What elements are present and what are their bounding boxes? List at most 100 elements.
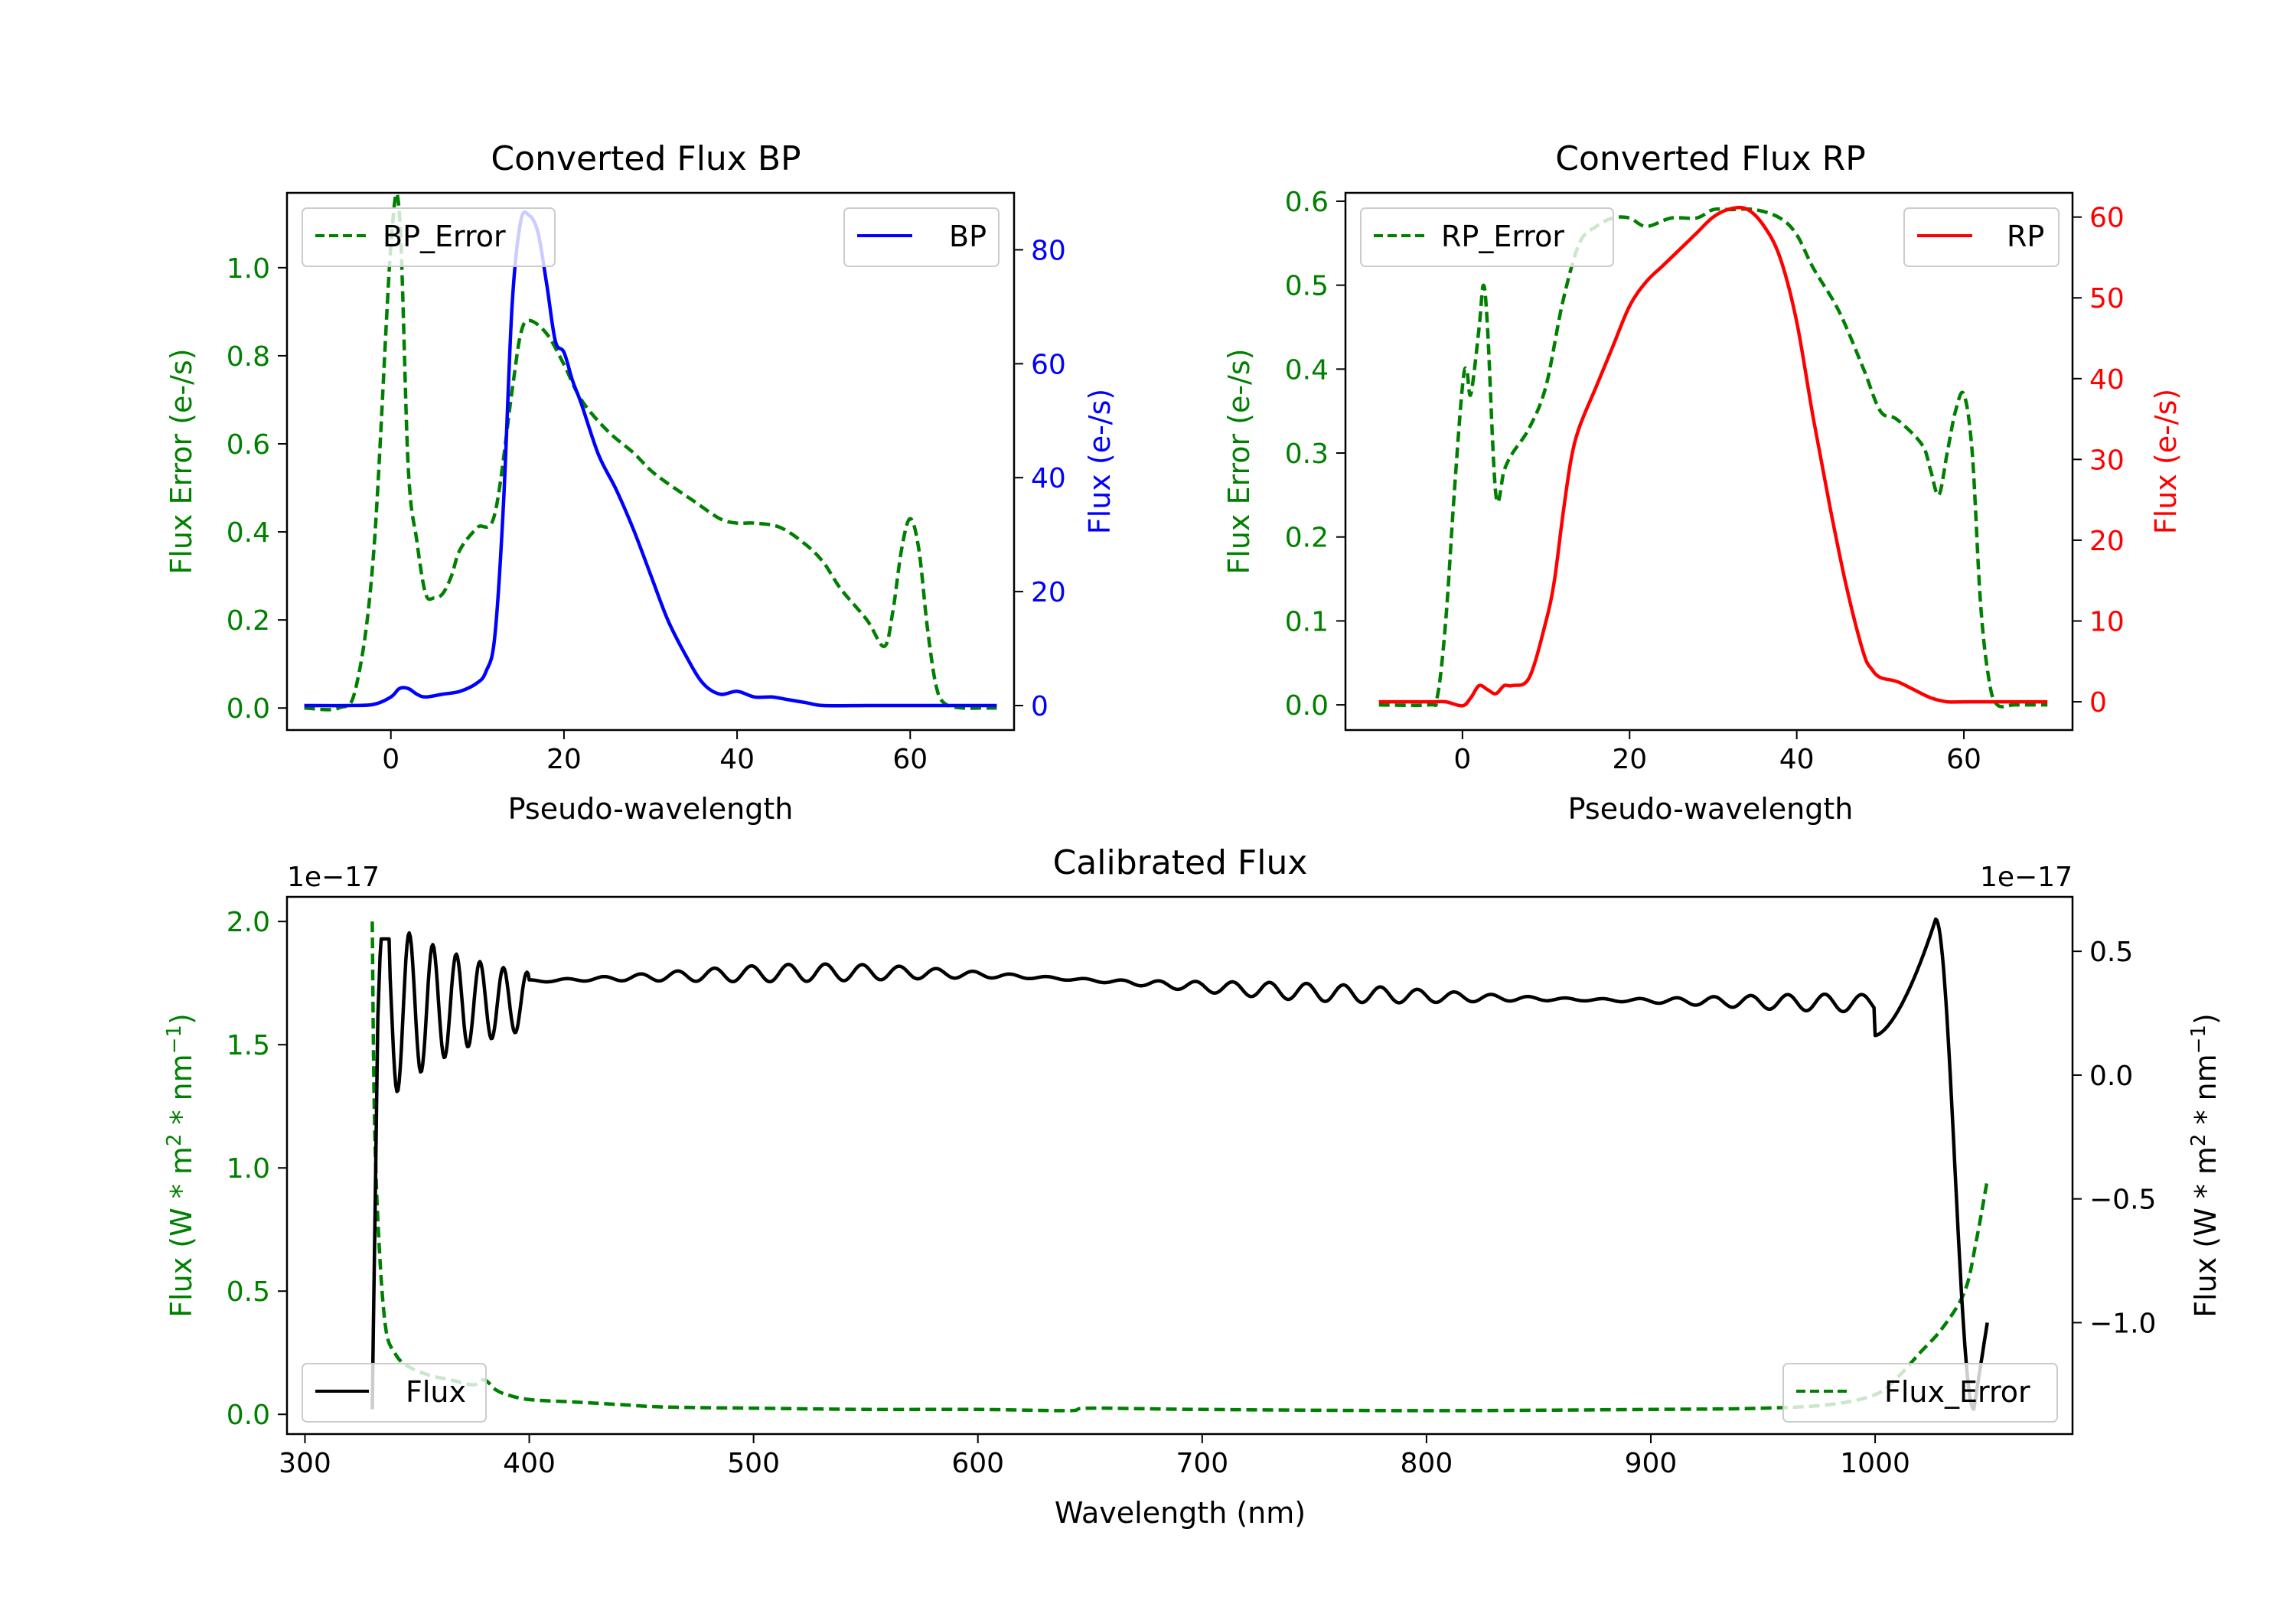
rp-ylabel-right: Flux (e-/s) — [2149, 389, 2183, 534]
bp-ytick-right-label: 0 — [1031, 691, 1049, 722]
cal-ytick-right-label: 0.0 — [2089, 1061, 2133, 1092]
rp-ytick-right-label: 40 — [2089, 364, 2125, 396]
cal-ytick-left-label: 1.5 — [227, 1030, 270, 1061]
cal-title: Calibrated Flux — [1053, 843, 1308, 882]
panel-cal: Calibrated Flux 1e−17 1e−17 Wavelength (… — [163, 843, 2223, 1530]
rp-ytick-left-label: 0.5 — [1285, 271, 1329, 302]
bp-ytick-right-label: 80 — [1031, 235, 1066, 266]
bp-ytick-right-label: 20 — [1031, 577, 1066, 608]
cal-xtick-label: 500 — [727, 1448, 780, 1479]
bp-legend-flux-label: BP — [949, 220, 987, 253]
rp-ylabel-left: Flux Error (e-/s) — [1222, 348, 1256, 574]
bp-ytick-right-label: 40 — [1031, 463, 1066, 494]
bp-ytick-left-label: 1.0 — [227, 253, 270, 285]
cal-xtick-label: 700 — [1176, 1448, 1228, 1479]
rp-legend-error-label: RP_Error — [1441, 220, 1564, 253]
rp-ytick-right-label: 0 — [2089, 687, 2107, 719]
cal-ylabel-right: Flux (W * m2 * nm−1) — [2187, 1013, 2223, 1318]
cal-ytick-left-label: 1.0 — [227, 1153, 270, 1185]
bp-legend-flux-box — [843, 207, 1000, 267]
rp-xlabel: Pseudo-wavelength — [1568, 792, 1854, 826]
bp-legend-error-label: BP_Error — [383, 220, 506, 253]
bp-ytick-left-label: 0.0 — [227, 693, 270, 725]
cal-plot-area — [370, 917, 1989, 1413]
cal-ytick-right-label: −1.0 — [2089, 1308, 2156, 1339]
cal-legend-error: Flux_Error — [1782, 1363, 2058, 1423]
bp-plot-area — [304, 191, 997, 712]
cal-ytick-right-label: −0.5 — [2089, 1185, 2156, 1216]
cal-offset-right: 1e−17 — [1980, 862, 2073, 893]
rp-xtick-label: 40 — [1779, 744, 1815, 775]
rp-legend-flux: RP — [1903, 207, 2060, 267]
cal-xtick-label: 300 — [279, 1448, 331, 1479]
rp-legend-flux-label: RP — [2007, 220, 2044, 253]
rp-legend-error: RP_Error — [1360, 207, 1614, 267]
bp-xtick-label: 0 — [382, 744, 400, 775]
rp-ytick-left-label: 0.0 — [1285, 690, 1329, 722]
cal-legend-flux: Flux — [302, 1363, 487, 1423]
bp-axes-frame — [285, 191, 1016, 732]
rp-ytick-right-label: 50 — [2089, 283, 2125, 315]
rp-ytick-left-label: 0.6 — [1285, 187, 1329, 218]
bp-ytick-left-label: 0.8 — [227, 341, 270, 373]
bp-ticks: 0 20 40 60 0.0 0.2 0.4 0.6 0.8 1.0 0 20 40 60 80 — [227, 235, 1066, 775]
rp-ytick-left-label: 0.1 — [1285, 606, 1329, 637]
panel-rp: Converted Flux RP Pseudo-wavelength Flux… — [1222, 139, 2183, 826]
bp-legend-error-box — [302, 207, 556, 267]
cal-xtick-label: 600 — [951, 1448, 1004, 1479]
cal-ytick-left-label: 2.0 — [227, 907, 270, 938]
cal-ytick-right-label: 0.5 — [2089, 937, 2133, 968]
cal-series-flux-line — [370, 917, 1989, 1411]
bp-ytick-left-label: 0.2 — [227, 605, 270, 637]
bp-xtick-label: 20 — [546, 744, 582, 775]
bp-series-bp-error-line — [304, 191, 997, 712]
rp-ytick-right-label: 20 — [2089, 526, 2125, 557]
cal-ticks: 300 400 500 600 700 800 900 1000 0.0 0.5 1.0 1.5 2.0… — [227, 907, 2157, 1479]
cal-xtick-label: 800 — [1401, 1448, 1453, 1479]
bp-ylabel-left: Flux Error (e-/s) — [165, 348, 198, 574]
cal-legend-error-label: Flux_Error — [1884, 1375, 2030, 1409]
rp-xtick-label: 60 — [1946, 744, 1981, 775]
bp-ylabel-right: Flux (e-/s) — [1083, 389, 1117, 534]
cal-legend-flux-label: Flux — [406, 1375, 466, 1409]
cal-ytick-left-label: 0.5 — [227, 1276, 270, 1308]
rp-plot-area — [1378, 205, 2048, 709]
bp-ytick-left-label: 0.4 — [227, 517, 270, 549]
cal-offset-left: 1e−17 — [287, 862, 380, 893]
cal-legend-error-box — [1782, 1363, 2058, 1423]
bp-series-bp-line — [304, 210, 997, 708]
cal-xlabel: Wavelength (nm) — [1055, 1496, 1306, 1530]
rp-title: Converted Flux RP — [1555, 139, 1866, 178]
cal-axes-frame — [285, 895, 2074, 1436]
rp-ytick-right-label: 10 — [2089, 606, 2125, 637]
cal-ytick-left-label: 0.0 — [227, 1400, 270, 1431]
bp-title: Converted Flux BP — [491, 139, 801, 178]
rp-ytick-left-label: 0.4 — [1285, 354, 1329, 386]
rp-series-rp-error-line — [1378, 207, 2048, 709]
rp-ytick-right-label: 60 — [2089, 203, 2125, 234]
panel-bp: Converted Flux BP Pseudo-wavelength Flux… — [165, 139, 1117, 826]
rp-ytick-right-label: 30 — [2089, 445, 2125, 476]
rp-axes-frame — [1344, 191, 2074, 732]
cal-legend-flux-box — [302, 1363, 487, 1423]
rp-ytick-left-label: 0.3 — [1285, 438, 1329, 470]
rp-series-rp-line — [1378, 205, 2048, 708]
bp-ytick-right-label: 60 — [1031, 349, 1066, 380]
bp-xlabel: Pseudo-wavelength — [508, 792, 794, 826]
rp-ticks: 0 20 40 60 0.0 0.1 0.2 0.3 0.4 0.5 0.6 0 10 20 30 40 50 6… — [1285, 187, 2125, 775]
bp-xtick-label: 60 — [892, 744, 928, 775]
bp-legend-flux: BP — [843, 207, 1000, 267]
cal-xtick-label: 1000 — [1840, 1448, 1910, 1479]
rp-legend-flux-box — [1903, 207, 2060, 267]
rp-legend-error-box — [1360, 207, 1614, 267]
bp-xtick-label: 40 — [719, 744, 755, 775]
cal-xtick-label: 900 — [1625, 1448, 1678, 1479]
cal-ylabel-left: Flux (W * m2 * nm−1) — [163, 1013, 198, 1318]
bp-legend-error: BP_Error — [302, 207, 556, 267]
rp-ytick-left-label: 0.2 — [1285, 523, 1329, 554]
bp-ytick-left-label: 0.6 — [227, 429, 270, 461]
cal-series-flux-error-line — [370, 921, 1989, 1413]
rp-xtick-label: 0 — [1453, 744, 1471, 775]
rp-xtick-label: 20 — [1612, 744, 1647, 775]
